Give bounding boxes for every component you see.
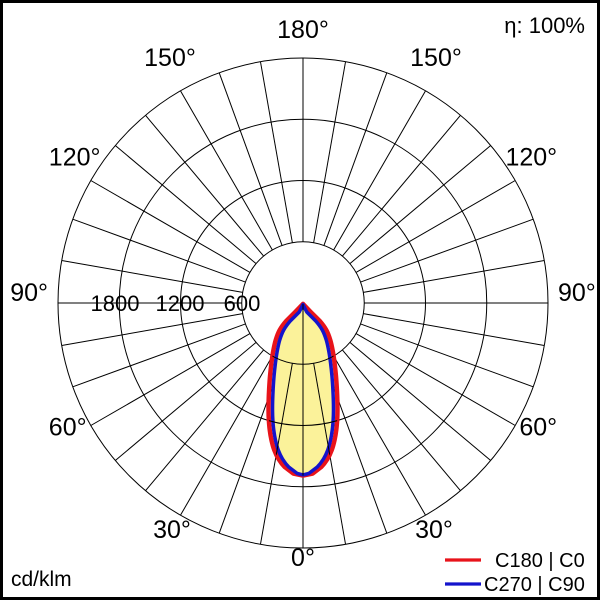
svg-text:1800: 1800 bbox=[91, 291, 140, 316]
svg-text:90°: 90° bbox=[558, 279, 596, 307]
svg-text:600: 600 bbox=[224, 291, 261, 316]
svg-text:30°: 30° bbox=[415, 516, 453, 544]
svg-text:60°: 60° bbox=[49, 414, 87, 442]
svg-text:0°: 0° bbox=[291, 544, 315, 572]
svg-text:1200: 1200 bbox=[156, 291, 205, 316]
svg-text:C270 | C90: C270 | C90 bbox=[484, 574, 585, 596]
svg-text:C180 | C0: C180 | C0 bbox=[495, 550, 585, 572]
svg-text:120°: 120° bbox=[49, 144, 101, 172]
svg-text:150°: 150° bbox=[144, 44, 196, 72]
svg-text:120°: 120° bbox=[505, 144, 557, 172]
svg-text:180°: 180° bbox=[277, 16, 329, 44]
svg-text:cd/klm: cd/klm bbox=[11, 568, 72, 591]
svg-text:30°: 30° bbox=[153, 516, 191, 544]
svg-text:90°: 90° bbox=[10, 279, 48, 307]
svg-text:60°: 60° bbox=[519, 414, 557, 442]
svg-text:150°: 150° bbox=[410, 44, 462, 72]
svg-text:η: 100%: η: 100% bbox=[504, 13, 585, 38]
